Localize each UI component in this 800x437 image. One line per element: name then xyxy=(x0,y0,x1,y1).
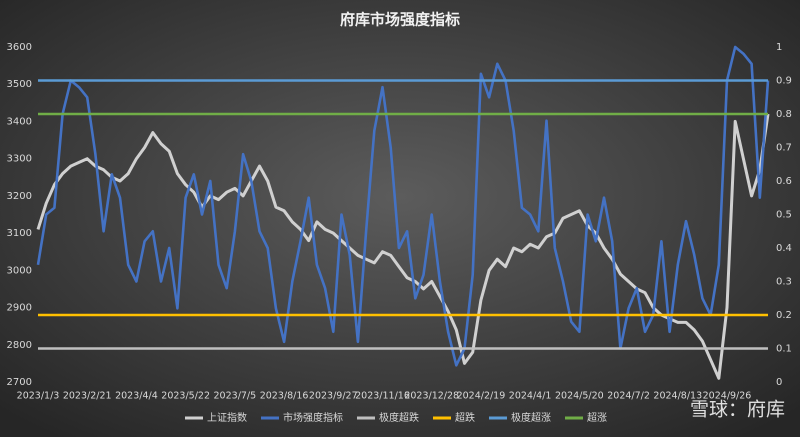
x-tick-label: 2024/9/26 xyxy=(703,391,752,402)
y2-tick-label: 0.3 xyxy=(776,277,792,288)
series-line xyxy=(36,45,770,367)
legend-label: 极度超跌 xyxy=(379,411,419,424)
y2-tick-label: 0.1 xyxy=(776,344,792,355)
y2-tick-label: 0.9 xyxy=(776,76,792,87)
y2-tick-label: 0.6 xyxy=(776,176,792,187)
x-tick-label: 2023/4/4 xyxy=(115,391,158,402)
y2-tick-label: 0.5 xyxy=(776,210,792,221)
x-tick-label: 2023/2/21 xyxy=(63,391,112,402)
x-tick-label: 2023/11/16 xyxy=(355,391,410,402)
legend-label: 市场强度指标 xyxy=(283,411,343,424)
x-tick-label: 2023/1/3 xyxy=(17,391,60,402)
y-tick-label: 2900 xyxy=(7,303,32,314)
chart-title: 府库市场强度指标 xyxy=(340,11,460,29)
y-tick-label: 3200 xyxy=(7,191,32,202)
watermark: 雪球：府库 xyxy=(690,399,785,421)
x-tick-label: 2023/12/28 xyxy=(404,391,459,402)
x-tick-label: 2024/2/19 xyxy=(457,391,506,402)
y2-tick-label: 0.8 xyxy=(776,109,792,120)
y2-tick-label: 0.4 xyxy=(776,243,792,254)
x-tick-label: 2024/5/20 xyxy=(555,391,604,402)
y-tick-label: 2700 xyxy=(7,377,32,388)
legend-label: 超涨 xyxy=(587,411,607,424)
legend-label: 上证指数 xyxy=(207,411,247,424)
x-tick-label: 2024/7/2 xyxy=(607,391,650,402)
legend-label: 超跌 xyxy=(455,411,475,424)
y-tick-label: 3000 xyxy=(7,265,32,276)
x-tick-label: 2023/9/27 xyxy=(309,391,358,402)
y2-tick-label: 1 xyxy=(776,42,782,53)
y-tick-label: 3600 xyxy=(7,42,32,53)
y2-tick-label: 0.7 xyxy=(776,143,792,154)
y-tick-label: 3500 xyxy=(7,79,32,90)
y2-tick-label: 0 xyxy=(776,377,782,388)
legend-label: 极度超涨 xyxy=(511,411,551,424)
y-tick-label: 3400 xyxy=(7,116,32,127)
y2-tick-label: 0.2 xyxy=(776,310,792,321)
series-line xyxy=(36,113,770,380)
x-tick-label: 2024/8/13 xyxy=(653,391,702,402)
y-tick-label: 3300 xyxy=(7,154,32,165)
x-tick-label: 2023/7/5 xyxy=(214,391,257,402)
x-tick-label: 2024/4/1 xyxy=(509,391,552,402)
x-tick-label: 2023/8/16 xyxy=(260,391,309,402)
y-tick-label: 2800 xyxy=(7,340,32,351)
x-tick-label: 2023/5/22 xyxy=(161,391,210,402)
y-tick-label: 3100 xyxy=(7,228,32,239)
